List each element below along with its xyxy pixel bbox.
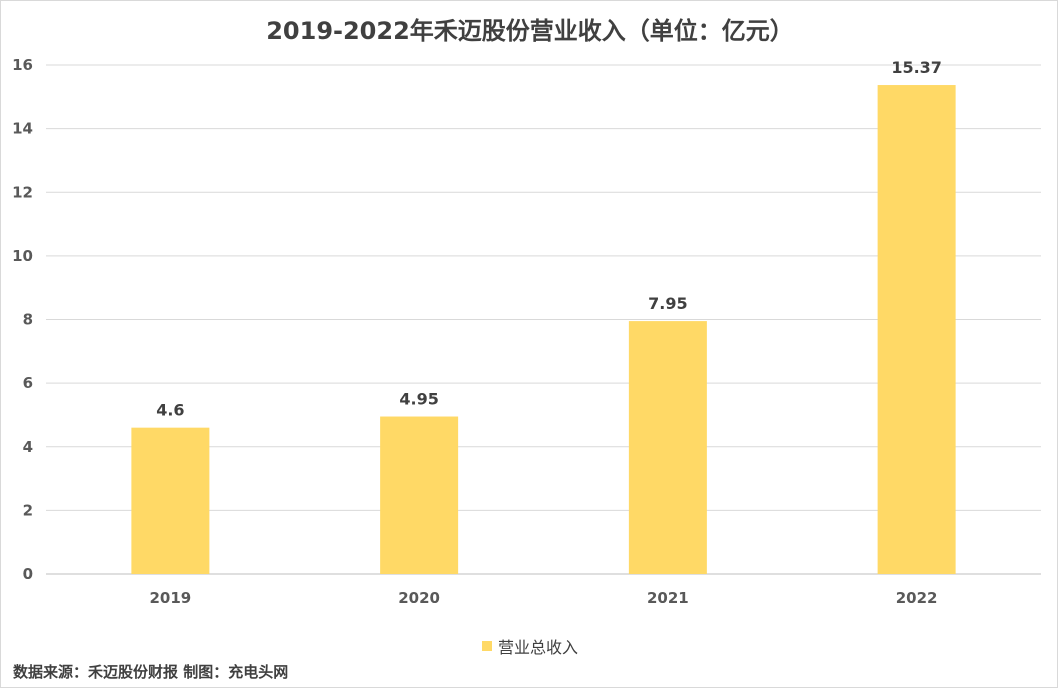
legend: 营业总收入: [1, 634, 1058, 658]
legend-swatch: [481, 641, 492, 651]
data-label: 7.95: [648, 294, 687, 313]
y-tick-label: 2: [23, 501, 33, 519]
bar: [380, 416, 459, 574]
y-tick-label: 6: [23, 374, 33, 392]
data-label: 4.6: [156, 401, 184, 420]
data-label: 4.95: [399, 390, 438, 409]
y-tick-label: 12: [12, 183, 33, 201]
y-tick-label: 10: [12, 247, 33, 265]
x-tick-label: 2021: [647, 589, 689, 607]
bar: [628, 321, 707, 574]
legend-label: 营业总收入: [497, 638, 578, 657]
x-tick-label: 2022: [896, 589, 938, 607]
x-tick-label: 2020: [398, 589, 440, 607]
y-tick-label: 8: [23, 311, 33, 329]
bar: [131, 427, 210, 574]
data-label: 15.37: [891, 58, 942, 77]
bar: [877, 85, 956, 575]
y-tick-label: 4: [23, 438, 33, 456]
source-note: 数据来源：禾迈股份财报 制图：充电头网: [13, 663, 289, 681]
chart-title: 2019-2022年禾迈股份营业收入（单位：亿元）: [266, 17, 794, 45]
x-tick-label: 2019: [150, 589, 192, 607]
y-tick-label: 16: [12, 56, 33, 74]
y-tick-label: 14: [12, 120, 33, 138]
y-tick-label: 0: [23, 565, 33, 583]
